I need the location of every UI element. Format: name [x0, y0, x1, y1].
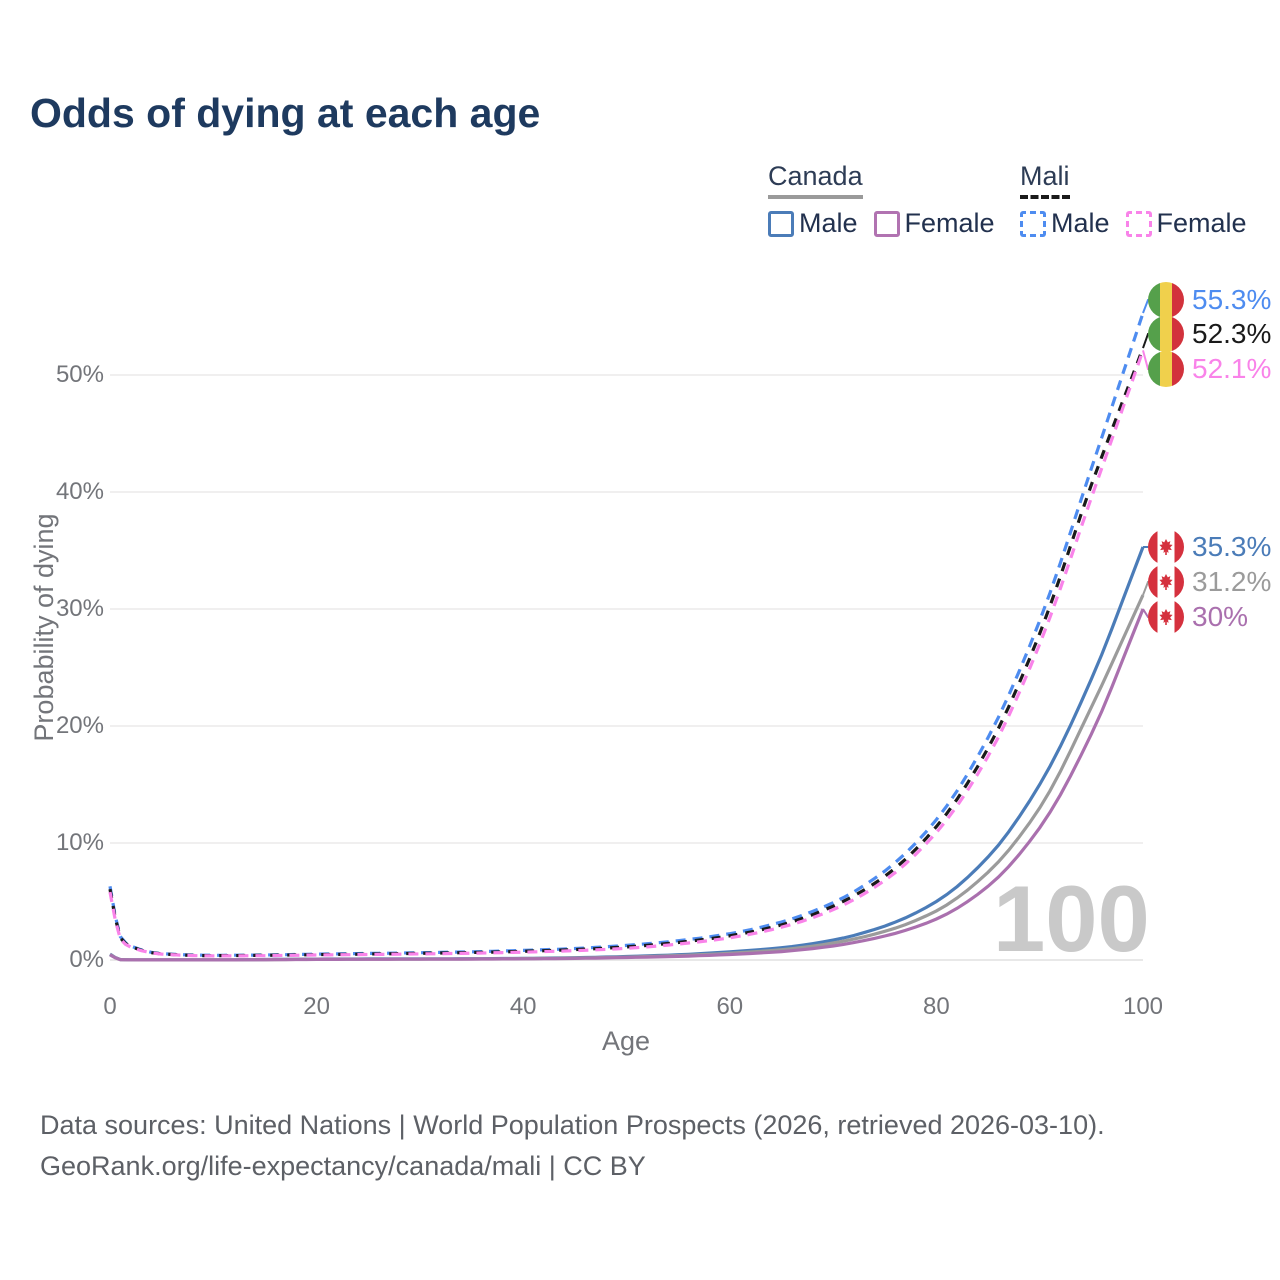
legend-item-canada-male[interactable]: Male [768, 208, 858, 239]
age-watermark: 100 [993, 866, 1150, 971]
x-tick-60: 60 [716, 993, 744, 1020]
end-label-value: 52.1% [1192, 353, 1272, 384]
legend-item-label: Female [904, 208, 995, 238]
end-label-canada-male: 35.3% [1148, 529, 1271, 565]
legend-group-mali: Mali Male Female [1020, 161, 1247, 239]
y-tick-40%: 40% [55, 478, 104, 505]
end-label-value: 30% [1192, 601, 1249, 632]
end-label-mali-female: 52.1% [1148, 351, 1271, 387]
x-axis-title: Age [601, 1026, 651, 1056]
canada-flag-icon [1148, 564, 1184, 600]
mali-flag-icon [1148, 282, 1184, 318]
end-label-value: 31.2% [1192, 566, 1272, 597]
y-tick-20%: 20% [55, 712, 104, 739]
curve-canada-female [109, 608, 1145, 962]
end-label-canada-female: 30% [1148, 599, 1248, 635]
legend-item-canada-female[interactable]: Female [873, 208, 995, 239]
y-tick-50%: 50% [55, 361, 104, 388]
legend-item-label: Male [1051, 208, 1110, 238]
curve-canada [109, 594, 1145, 962]
legend-item-label: Female [1156, 208, 1247, 238]
data-sources-line: Data sources: United Nations | World Pop… [40, 1110, 1105, 1140]
legend-country-canada[interactable]: Canada [768, 161, 863, 199]
legend-item-label: Male [799, 208, 858, 238]
mali-female-swatch-icon [1125, 210, 1152, 237]
curve-mali [108, 347, 1145, 958]
canada-flag-icon [1148, 599, 1184, 635]
y-tick-0%: 0% [69, 946, 104, 973]
end-label-canada: 31.2% [1148, 564, 1271, 600]
y-tick-10%: 10% [55, 829, 104, 856]
attribution-line: GeoRank.org/life-expectancy/canada/mali … [40, 1151, 646, 1181]
mali-male-swatch-icon [1020, 210, 1046, 237]
legend-group-canada: Canada Male Female [768, 161, 995, 239]
page-title: Odds of dying at each age [30, 90, 541, 136]
canada-male-swatch-icon [768, 210, 794, 237]
y-tick-30%: 30% [55, 595, 104, 622]
footer: Data sources: United Nations | World Pop… [40, 1105, 1105, 1187]
x-tick-80: 80 [923, 993, 950, 1020]
mali-flag-icon [1148, 316, 1184, 352]
legend-item-mali-female[interactable]: Female [1125, 208, 1247, 239]
curve-mali-female [108, 349, 1145, 958]
canada-flag-icon [1148, 529, 1184, 565]
x-tick-40: 40 [509, 993, 537, 1020]
end-label-value: 55.3% [1192, 284, 1272, 315]
x-tick-0: 0 [103, 993, 117, 1020]
legend-item-mali-male[interactable]: Male [1020, 208, 1110, 239]
end-label-value: 52.3% [1192, 318, 1272, 349]
end-label-value: 35.3% [1192, 531, 1272, 562]
canada-female-swatch-icon [873, 210, 900, 237]
legend-country-mali[interactable]: Mali [1020, 161, 1070, 199]
mali-flag-icon [1148, 351, 1184, 387]
end-label-mali-male: 55.3% [1148, 282, 1271, 318]
x-tick-20: 20 [303, 993, 330, 1020]
end-label-mali: 52.3% [1148, 316, 1271, 352]
x-tick-100: 100 [1122, 993, 1164, 1020]
